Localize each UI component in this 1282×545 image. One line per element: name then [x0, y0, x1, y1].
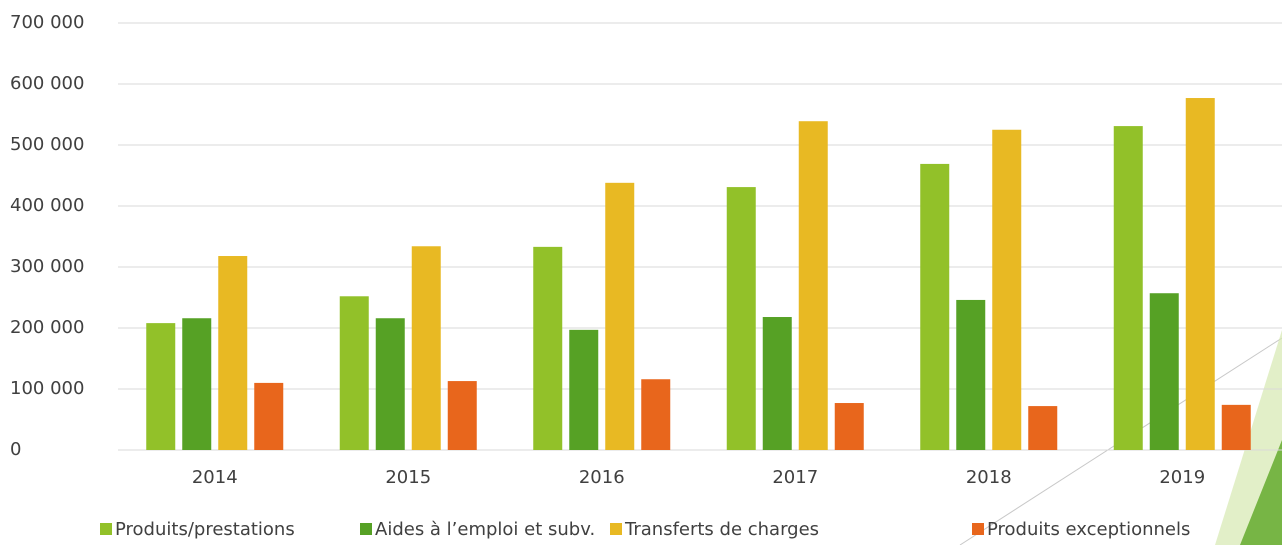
bar	[1185, 98, 1215, 450]
legend-label: Produits exceptionnels	[987, 519, 1190, 540]
legend-swatch	[610, 523, 622, 535]
y-tick-label: 500 000	[10, 134, 84, 155]
bar	[1149, 293, 1179, 450]
x-tick-label: 2017	[772, 467, 818, 488]
y-tick-label: 700 000	[10, 12, 84, 33]
x-tick-label: 2019	[1159, 467, 1205, 488]
bar	[146, 323, 176, 450]
legend-swatch	[972, 523, 984, 535]
x-tick-label: 2014	[192, 467, 238, 488]
x-tick-label: 2015	[385, 467, 431, 488]
bar	[726, 187, 756, 450]
bar	[411, 246, 441, 450]
decoration-triangle	[1240, 440, 1282, 545]
bar	[641, 379, 671, 450]
legend-swatch	[360, 523, 372, 535]
bar	[533, 246, 563, 450]
y-tick-label: 600 000	[10, 73, 84, 94]
bar	[339, 296, 369, 450]
legend-swatch	[100, 523, 112, 535]
bar	[254, 382, 284, 450]
bar	[1221, 404, 1251, 450]
x-tick-label: 2016	[579, 467, 625, 488]
bar	[834, 403, 864, 450]
bar	[605, 182, 635, 450]
y-tick-label: 400 000	[10, 195, 84, 216]
bar	[920, 163, 950, 450]
y-tick-label: 200 000	[10, 317, 84, 338]
y-tick-label: 300 000	[10, 256, 84, 277]
legend-label: Produits/prestations	[115, 519, 295, 540]
y-tick-label: 0	[10, 439, 21, 460]
bar	[956, 299, 986, 450]
bar	[1028, 406, 1058, 450]
bar	[1113, 126, 1143, 450]
x-tick-label: 2018	[966, 467, 1012, 488]
y-tick-label: 100 000	[10, 378, 84, 399]
bar	[182, 318, 212, 450]
legend-label: Aides à l’emploi et subv.	[375, 519, 595, 540]
bar	[447, 381, 477, 450]
bar	[992, 129, 1022, 450]
bar	[798, 121, 828, 451]
bar	[569, 329, 599, 450]
legend-label: Transferts de charges	[624, 519, 819, 540]
bar	[375, 318, 405, 450]
bar	[218, 256, 248, 450]
bar	[762, 317, 792, 450]
